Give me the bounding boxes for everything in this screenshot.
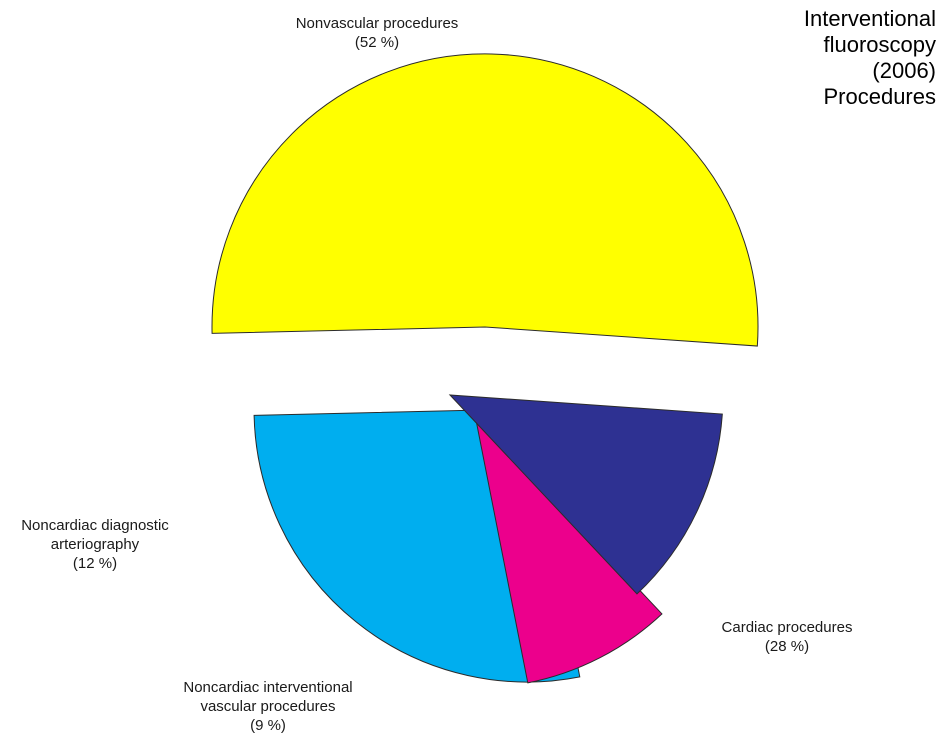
slice-label-4: Noncardiac diagnostic arteriography (12 %) bbox=[21, 517, 169, 572]
slice-label-3: Noncardiac interventional vascular proced… bbox=[183, 679, 352, 734]
labels-layer: Nonvascular procedures (52 %) Cardiac proc… bbox=[21, 15, 852, 734]
pie-slice-4 bbox=[448, 394, 723, 595]
slice-label-1: Nonvascular procedures (52 %) bbox=[296, 15, 459, 51]
slices-layer bbox=[211, 53, 759, 684]
chart-title: Interventional fluoroscopy (2006) Procedure… bbox=[804, 6, 936, 109]
pie-slice-3 bbox=[474, 413, 663, 684]
pie-slice-1 bbox=[211, 53, 759, 347]
slice-label-2: Cardiac procedures (28 %) bbox=[722, 619, 853, 655]
